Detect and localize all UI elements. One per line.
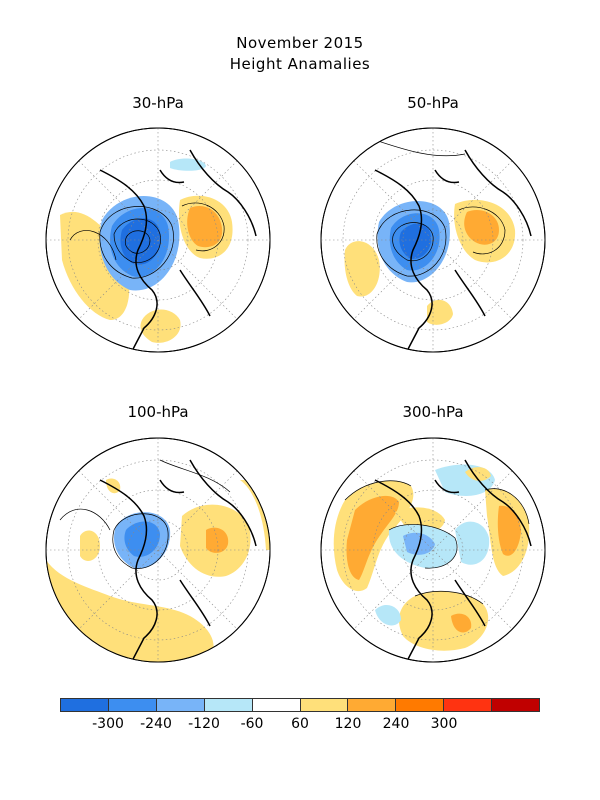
colorbar-segment <box>156 699 205 711</box>
colorbar-tick: 60 <box>291 716 309 732</box>
colorbar-segment <box>252 699 301 711</box>
polar-map-50hpa <box>320 127 546 353</box>
polar-map-300hpa <box>320 437 546 663</box>
colorbar-tick: -60 <box>240 716 264 732</box>
colorbar-segment <box>108 699 157 711</box>
colorbar-segment <box>300 699 349 711</box>
colorbar-segment <box>492 699 540 711</box>
colorbar-segment <box>61 699 109 711</box>
colorbar-segment <box>396 699 445 711</box>
polar-map-100hpa <box>45 437 271 663</box>
colorbar-segment <box>204 699 253 711</box>
colorbar-tick: -300 <box>92 716 124 732</box>
colorbar-tick: -240 <box>140 716 172 732</box>
panel-label-300hpa: 300-hPa <box>402 403 464 421</box>
figure-subtitle: Height Anamalies <box>229 55 371 73</box>
colorbar-segment <box>348 699 397 711</box>
colorbar-tick: 120 <box>334 716 362 732</box>
colorbar-tick: -120 <box>188 716 220 732</box>
figure-title: November 2015 <box>236 34 364 52</box>
colorbar-tick: 300 <box>430 716 458 732</box>
panel-label-100hpa: 100-hPa <box>127 403 189 421</box>
colorbar <box>60 698 540 712</box>
panel-label-50hpa: 50-hPa <box>407 94 459 112</box>
colorbar-segment <box>444 699 493 711</box>
colorbar-tick: 240 <box>382 716 410 732</box>
polar-map-30hpa <box>45 127 271 353</box>
panel-label-30hpa: 30-hPa <box>132 94 184 112</box>
